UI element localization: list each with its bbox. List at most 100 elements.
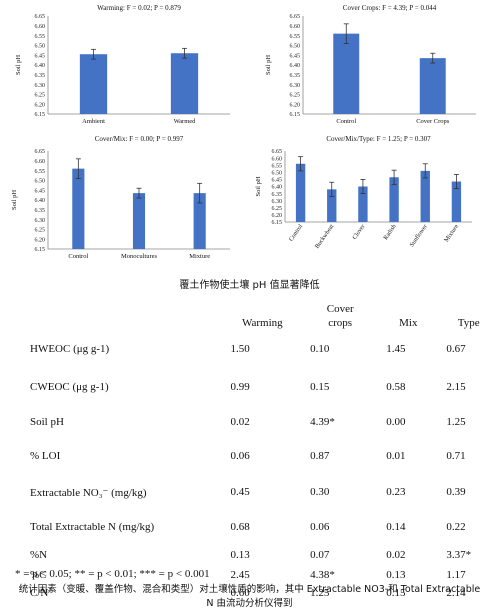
table-row: HWEOC (μg g-1) 1.50 0.10 1.45 0.67 <box>30 330 499 368</box>
bar-sunflower <box>420 170 430 222</box>
y-tick-label: 6.40 <box>35 63 46 69</box>
y-tick-label: 6.15 <box>290 112 301 118</box>
cell-type: 2.14 <box>446 587 466 599</box>
y-tick-label: 6.30 <box>35 83 46 89</box>
chart-title: Cover/Mix/Type: F = 1.25; P = 0.307 <box>326 135 431 143</box>
table-header-row: Warming Cover crops Mix Type <box>30 300 499 330</box>
table-row: CWEOC (μg g-1) 0.99 0.15 0.58 2.15 <box>30 368 499 406</box>
footer-line-1: 统计因素（变暖、覆盖作物、混合和类型）对土壤性质的影响，其中 Extractab… <box>18 584 481 595</box>
y-tick-label: 6.20 <box>272 213 283 219</box>
y-tick-label: 6.35 <box>35 208 46 214</box>
bar-control <box>333 33 360 114</box>
bar-radish <box>389 177 399 222</box>
header-blank <box>30 300 223 330</box>
cell-cover-crops: 0.87 <box>310 450 330 462</box>
footer-line-2: N 由流动分析仪得到 <box>206 598 293 609</box>
y-tick-label: 6.55 <box>35 34 46 40</box>
table-row: %N 0.13 0.07 0.02 3.37* <box>30 544 499 566</box>
row-label: Total Extractable N (mg/kg) <box>30 521 155 533</box>
table-row: %C 2.45 4.38* 0.13 1.17 <box>30 566 499 584</box>
x-tick-label: Mixture <box>189 253 210 260</box>
y-tick-label: 6.35 <box>290 73 301 79</box>
cell-type: 3.37* <box>446 549 472 561</box>
x-tick-label: Sunflower <box>408 223 429 248</box>
bar-ambient <box>79 54 108 114</box>
cell-mix: 0.02 <box>386 549 406 561</box>
row-label: HWEOC (μg g-1) <box>30 343 110 355</box>
y-tick-label: 6.50 <box>35 179 46 185</box>
y-tick-label: 6.25 <box>290 93 301 99</box>
cell-warming: 0.60 <box>230 587 250 599</box>
y-tick-label: 6.15 <box>35 247 46 253</box>
x-tick-label: Cover Crops <box>416 118 450 125</box>
header-mix: Mix <box>399 317 418 329</box>
cell-mix: 1.45 <box>386 343 406 355</box>
header-cover-crops-line1: Cover <box>326 303 354 315</box>
stats-table: Warming Cover crops Mix Type HWEOC (μg g… <box>30 300 499 602</box>
y-tick-label: 6.40 <box>290 63 301 69</box>
cell-warming: 0.02 <box>230 416 250 428</box>
y-tick-label: 6.45 <box>35 188 46 194</box>
y-tick-label: 6.35 <box>35 73 46 79</box>
y-tick-label: 6.60 <box>290 24 301 30</box>
cell-cover-crops: 4.39* <box>310 416 335 428</box>
cell-warming: 0.45 <box>230 486 250 498</box>
cell-mix: 0.23 <box>386 486 406 498</box>
y-axis-label: Soil pH <box>255 176 262 196</box>
row-label: %C <box>30 569 47 581</box>
y-tick-label: 6.25 <box>272 206 283 212</box>
y-tick-label: 6.45 <box>35 53 46 59</box>
cell-warming: 0.68 <box>230 521 250 533</box>
header-warming: Warming <box>241 317 283 329</box>
chart-svg-warming: Warming: F = 0.02; P = 0.879 Soil pH 6.15 6… <box>15 4 230 125</box>
chart-title: Cover/Mix: F = 0.00; P = 0.997 <box>95 135 184 143</box>
cell-type: 0.71 <box>446 450 466 462</box>
y-tick-label: 6.55 <box>290 34 301 40</box>
cell-mix: 0.00 <box>386 416 406 428</box>
y-tick-label: 6.55 <box>272 163 283 169</box>
row-label: % LOI <box>30 450 61 462</box>
y-axis-label: Soil pH <box>11 190 18 210</box>
y-tick-label: 6.15 <box>272 220 283 226</box>
y-tick-label: 6.45 <box>290 53 301 59</box>
y-axis-label: Soil pH <box>265 55 272 75</box>
chart-svg-cover-crops: Cover Crops: F = 4.39; P = 0.044 Soil pH 6… <box>265 4 476 125</box>
y-tick-label: 6.35 <box>272 192 283 198</box>
cell-cover-crops: 0.10 <box>310 343 330 355</box>
y-tick-label: 6.50 <box>272 171 283 177</box>
x-tick-label: Monocultures <box>121 253 158 260</box>
footer-caption: 统计因素（变暖、覆盖作物、混合和类型）对土壤性质的影响，其中 Extractab… <box>0 583 499 611</box>
cell-warming: 1.50 <box>230 343 250 355</box>
bar-mixture <box>193 193 206 249</box>
cell-type: 1.25 <box>446 416 466 428</box>
y-tick-label: 6.50 <box>290 44 301 50</box>
bar-control <box>295 163 306 222</box>
table-row: Soil pH 0.02 4.39* 0.00 1.25 <box>30 406 499 438</box>
table-row: Extractable NO₃⁻ (mg/kg) 0.45 0.30 0.23 0.39 <box>30 474 499 510</box>
y-tick-label: 6.40 <box>272 185 283 191</box>
row-label: %N <box>30 549 48 561</box>
row-label: CWEOC (μg g-1) <box>30 381 109 393</box>
y-tick-label: 6.20 <box>290 102 301 108</box>
bar-buckwheat <box>327 189 337 222</box>
cell-cover-crops: 1.25 <box>310 587 330 599</box>
y-tick-label: 6.30 <box>35 218 46 224</box>
header-cover-crops-line2: crops <box>328 317 353 329</box>
table-row: % LOI 0.06 0.87 0.01 0.71 <box>30 438 499 474</box>
row-label: Extractable NO₃⁻ (mg/kg) <box>30 486 147 499</box>
x-tick-label: Radish <box>382 222 398 241</box>
y-tick-label: 6.60 <box>272 156 283 162</box>
x-tick-label: Buckwheat <box>314 223 336 250</box>
cell-mix: 0.58 <box>386 381 406 393</box>
row-label: C/N <box>30 587 49 599</box>
cell-cover-crops: 0.15 <box>310 381 330 393</box>
y-tick-label: 6.60 <box>35 159 46 165</box>
cell-cover-crops: 0.30 <box>310 486 330 498</box>
cell-mix: 0.01 <box>386 450 406 462</box>
y-tick-label: 6.30 <box>290 83 301 89</box>
x-tick-label: Control <box>68 253 88 260</box>
bar-cover-crops <box>419 58 446 114</box>
cell-warming: 0.13 <box>230 549 250 561</box>
chart-title: Warming: F = 0.02; P = 0.879 <box>97 4 181 12</box>
row-label: Soil pH <box>30 416 64 428</box>
